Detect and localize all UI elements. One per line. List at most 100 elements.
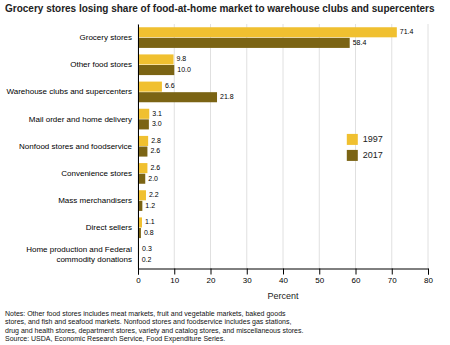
data-label: 21.8 [220,93,234,100]
x-tick: 70 [388,269,397,286]
y-tick-label: Warehouse clubs and supercenters [6,87,132,96]
grid-line [138,24,139,269]
chart: Grocery stores losing share of food-at-h… [0,0,450,345]
y-tick-label: Mass merchandisers [58,196,132,205]
grid-line [355,24,356,269]
x-tick-mark [283,269,284,275]
y-tick: Warehouse clubs and supercenters [6,87,132,96]
y-tick-label: Grocery stores [80,33,132,42]
y-tick: Other food stores [70,60,132,69]
series [138,27,397,254]
data-label: 0.8 [144,229,154,236]
bar [138,65,174,75]
legend-item: 1997 [347,134,383,145]
bar [138,190,146,200]
plot: 71.49.86.63.12.82.62.21.10.358.410.021.8… [6,24,433,301]
data-labels: 71.49.86.63.12.82.62.21.10.358.410.021.8… [142,28,414,263]
grid-line [391,24,392,269]
x-tick-label: 80 [424,276,433,285]
y-tick-label: Other food stores [70,60,132,69]
bar [138,136,148,146]
legend-item: 2017 [347,150,383,161]
data-label: 6.6 [165,82,175,89]
y-tick: Nonfood stores and foodservice [19,142,133,151]
y-tick: Convenience stores [61,169,132,178]
x-tick-mark [356,269,357,275]
x-tick: 0 [136,269,141,286]
y-tick: Grocery stores [80,33,132,42]
x-axis: 0 10 20 30 40 50 60 70 80 [136,269,433,286]
grid-line [428,24,429,269]
data-label: 2.6 [150,147,160,154]
x-tick-label: 30 [243,276,252,285]
data-label: 2.6 [150,164,160,171]
x-tick-label: 0 [136,276,141,285]
x-tick: 50 [315,269,324,286]
x-tick: 60 [352,269,361,286]
legend-label: 1997 [363,134,383,144]
data-label: 9.8 [177,55,187,62]
y-tick: Direct sellers [86,223,132,232]
data-label: 1.2 [145,202,155,209]
y-tick-label: Home production and Federalcommodity don… [26,245,132,263]
bar [138,109,149,119]
data-label: 2.2 [149,191,159,198]
title: Grocery stores losing share of food-at-h… [5,3,435,14]
x-tick-mark [247,269,248,275]
legend-label: 2017 [363,150,383,160]
grid-line [246,24,247,269]
notes: Notes: Other food stores includes meat m… [5,310,303,344]
data-label: 71.4 [400,28,414,35]
data-label: 3.0 [152,120,162,127]
x-tick: 20 [207,269,216,286]
y-axis: Grocery stores Other food stores Warehouse… [6,25,138,270]
bar [138,92,217,102]
legend: 1997 2017 [347,134,383,161]
y-tick-label: Mail order and home delivery [29,115,132,124]
x-tick-mark [138,269,139,275]
grid-line [210,24,211,269]
x-tick: 40 [279,269,288,286]
x-tick: 80 [424,269,433,286]
x-tick-label: 20 [207,276,216,285]
data-label: 0.2 [142,256,152,263]
legend-swatch [347,150,358,161]
data-label: 10.0 [177,66,191,73]
x-tick: 30 [243,269,252,286]
grid [138,24,428,269]
x-tick-mark [392,269,393,275]
x-axis-title: Percent [267,291,299,301]
bar [138,82,162,92]
data-label: 1.1 [145,218,155,225]
bar [138,174,145,184]
bar [138,38,350,48]
bar [138,163,147,173]
bar [138,119,149,129]
series [138,38,350,265]
x-axis-line [139,269,429,275]
data-label: 58.4 [353,39,367,46]
y-tick-label: Direct sellers [86,223,132,232]
bar [138,27,397,37]
y-tick: Mass merchandisers [58,196,132,205]
legend-swatch [347,134,358,145]
x-tick-mark [211,269,212,275]
y-tick-label: Nonfood stores and foodservice [19,142,133,151]
x-tick-label: 10 [170,276,179,285]
bars [138,27,397,265]
grid-line [283,24,284,269]
x-tick-mark [174,269,175,275]
grid-line [174,24,175,269]
data-label: 0.3 [142,245,152,252]
x-tick-label: 50 [315,276,324,285]
bar [138,54,174,64]
x-tick-mark [319,269,320,275]
x-tick-label: 70 [388,276,397,285]
x-tick-mark [428,269,429,275]
x-tick-label: 60 [352,276,361,285]
y-tick: Mail order and home delivery [29,115,132,124]
x-tick-label: 40 [279,276,288,285]
y-tick: Home production and Federalcommodity don… [26,245,132,263]
bar [138,147,147,157]
x-tick: 10 [170,269,179,286]
